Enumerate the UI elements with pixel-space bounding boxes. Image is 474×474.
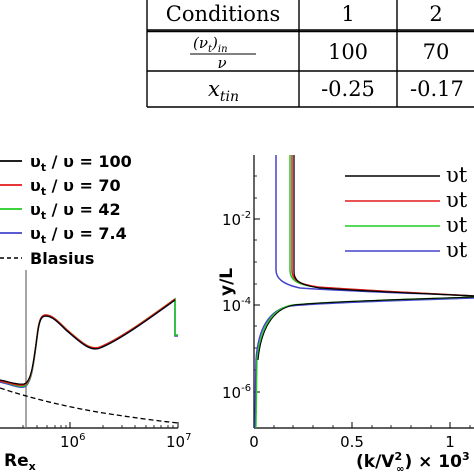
right-x-axis-label: (k/V2 ∞) × 103 [356,450,470,474]
series-nu-7-4-line [0,298,178,388]
table-row-xtin-label: xtin [208,77,239,105]
series-nu-70-line [0,298,176,386]
table-cell-r2-c1: -0.25 [321,77,375,101]
table-cell-r1-c1: 100 [328,40,368,64]
left-x-axis-label: Rex [4,451,36,473]
right-xtick-0-5: 0.5 [340,433,364,451]
left-xtick-1e7: 107 [166,432,191,451]
right-xtick-0: 0 [249,433,259,451]
series-blasius-line [0,387,179,424]
right-ytick-1e-4: 10-4 [222,296,251,315]
svg-text:(νt)in: (νt)in [193,34,228,55]
right-near-wall-green [255,296,474,429]
right-ytick-1e-6: 10-6 [222,383,251,402]
left-xtick-1e6: 106 [60,432,85,451]
legend-label-blasius: Blasius [30,249,94,268]
table-cell-r1-c2: 70 [423,40,450,64]
series-nu-42-line [0,297,178,387]
right-legend-label-2: υt [446,188,468,212]
right-ytick-1e-2: 10-2 [222,210,251,229]
conditions-table [146,0,474,108]
svg-text:ν: ν [217,54,226,72]
legend-label-nu-7-4: υt / υ = 7.4 [30,224,127,246]
table-cell-r2-c2: -0.17 [410,77,464,101]
right-legend-label-4: υt [446,238,468,262]
right-legend-label-3: υt [446,213,468,237]
right-legend: υt υt υt υt [345,163,468,262]
legend-label-nu-42: υt / υ = 42 [30,200,121,222]
legend-label-nu-70: υt / υ = 70 [30,176,121,198]
right-plot: υt υt υt υt 10-2 10-4 10-6 y/L 0 0.5 1 (… [217,155,474,474]
table-header-2: 2 [429,2,442,26]
table-row-nu-ratio-label: (νt)in ν [190,34,256,72]
right-y-axis-label: y/L [217,268,237,296]
left-plot: υt / υ = 100 υt / υ = 70 υt / υ = 42 υt … [0,152,191,473]
right-xtick-1: 1 [445,433,455,451]
series-nu-100-line [0,299,176,385]
right-legend-label-1: υt [446,163,468,187]
right-near-wall-blue [254,297,474,429]
table-header-conditions: Conditions [166,2,281,26]
legend-label-nu-100: υt / υ = 100 [30,152,132,174]
left-legend: υt / υ = 100 υt / υ = 70 υt / υ = 42 υt … [0,152,132,268]
table-header-1: 1 [341,2,354,26]
right-series-1-line [293,155,474,297]
right-near-wall-black [257,296,474,361]
